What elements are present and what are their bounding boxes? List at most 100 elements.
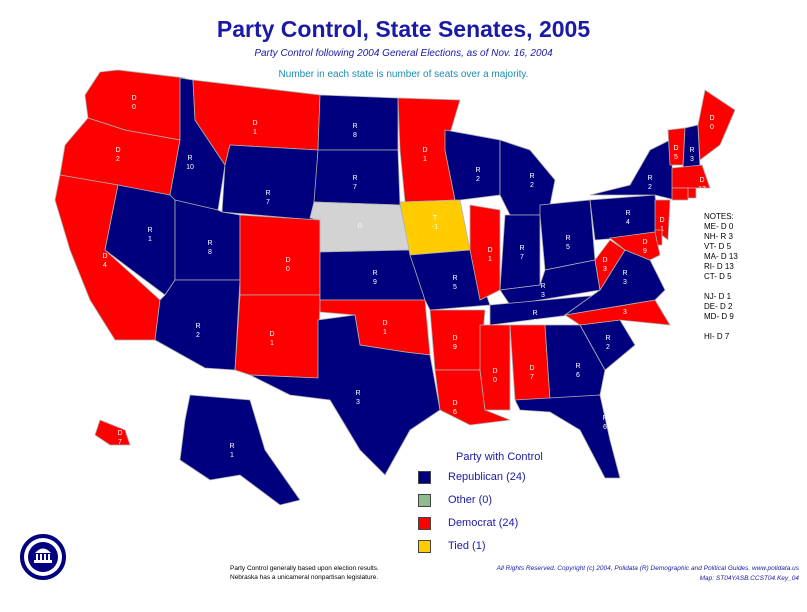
state-label-ga: 6	[576, 372, 580, 379]
state-label-ia: -1	[432, 224, 438, 231]
legend-swatch	[418, 471, 431, 484]
state-label-ks: R	[372, 270, 377, 277]
state-label-wy: 7	[266, 199, 270, 206]
state-nm	[234, 294, 321, 379]
state-label-va: R	[622, 270, 627, 277]
state-label-al: D	[529, 365, 534, 372]
state-label-wi: R	[475, 167, 480, 174]
state-label-or: 2	[116, 156, 120, 163]
legend-label: Republican (24)	[448, 471, 526, 483]
state-label-mo: R	[452, 275, 457, 282]
state-label-sd: R	[352, 175, 357, 182]
state-label-va: 3	[623, 279, 627, 286]
state-label-oh: R	[565, 235, 570, 242]
state-nd	[317, 94, 399, 151]
state-label-vt: 5	[674, 154, 678, 161]
state-label-ne: 0	[358, 223, 362, 230]
state-label-oh: 5	[566, 244, 570, 251]
footnote-line-1: Party Control generally based upon elect…	[230, 565, 379, 572]
state-label-me: 0	[710, 124, 714, 131]
state-label-md: 9	[643, 248, 647, 255]
state-label-id: R	[187, 155, 192, 162]
map-note: Number in each state is number of seats …	[278, 69, 529, 80]
state-label-az: R	[195, 323, 200, 330]
state-label-in: R	[519, 245, 524, 252]
state-label-ak: R	[229, 443, 234, 450]
state-label-ut: R	[207, 240, 212, 247]
state-label-la: 6	[453, 409, 457, 416]
state-label-ms: D	[492, 368, 497, 375]
state-label-md: D	[642, 239, 647, 246]
state-ny	[589, 139, 676, 201]
legend-label: Democrat (24)	[448, 517, 519, 529]
legend-swatch	[418, 494, 431, 507]
side-notes: NOTES: ME- D 0 NH- R 3 VT- D 5 MA- D 13 RI- …	[704, 212, 738, 342]
state-ct	[671, 187, 689, 201]
state-label-id: 10	[186, 164, 194, 171]
state-label-nm: 1	[270, 340, 274, 347]
state-label-mn: D	[422, 147, 427, 154]
state-label-pa: R	[625, 210, 630, 217]
state-label-fl: 6	[603, 424, 607, 431]
copyright: All Rights Reserved. Copyright (c) 2004,…	[497, 564, 799, 584]
legend-item: Tied (1)	[418, 540, 618, 554]
state-label-il: 1	[488, 256, 492, 263]
state-label-ca: 4	[103, 262, 107, 269]
legend-item: Republican (24)	[418, 471, 618, 485]
state-label-fl: R	[602, 415, 607, 422]
state-al	[509, 324, 551, 401]
state-me	[697, 89, 736, 161]
state-label-pa: 4	[626, 219, 630, 226]
state-label-ga: R	[575, 363, 580, 370]
footnote-line-2: Nebraska has a unicameral nonpartisan le…	[230, 574, 379, 581]
side-note-line: NH- R 3	[704, 232, 733, 241]
state-label-nm: D	[269, 331, 274, 338]
side-note-line: MA- D 13	[704, 252, 738, 261]
state-il	[469, 204, 501, 301]
state-label-ok: 1	[383, 329, 387, 336]
legend-label: Tied (1)	[448, 540, 486, 552]
state-ma	[671, 164, 711, 189]
state-label-mt: 1	[253, 129, 257, 136]
state-label-ut: 8	[208, 249, 212, 256]
state-label-ma: 13	[698, 186, 706, 193]
state-label-sc: 2	[606, 344, 610, 351]
state-ms	[479, 324, 511, 411]
state-label-wa: 0	[132, 104, 136, 111]
state-mo	[409, 249, 491, 311]
state-label-tx: R	[355, 390, 360, 397]
legend-label: Other (0)	[448, 494, 493, 506]
map-subtitle: Party Control following 2004 General Ele…	[254, 48, 553, 59]
state-label-or: D	[115, 147, 120, 154]
state-label-il: D	[487, 247, 492, 254]
state-ri	[687, 187, 697, 199]
state-label-hi: 7	[118, 439, 122, 446]
state-label-vt: D	[673, 145, 678, 152]
side-note-line: CT- D 5	[704, 272, 732, 281]
polidata-logo-icon	[20, 534, 66, 580]
side-notes-heading: NOTES:	[704, 212, 734, 221]
state-label-ny: 2	[648, 184, 652, 191]
legend-item: Democrat (24)	[418, 517, 618, 531]
side-note-line: MD- D 9	[704, 312, 734, 321]
state-label-wi: 2	[476, 176, 480, 183]
state-label-ky: 3	[541, 292, 545, 299]
state-label-nd: 8	[353, 132, 357, 139]
state-label-nd: R	[352, 123, 357, 130]
state-label-wy: R	[265, 190, 270, 197]
state-label-ia: T	[433, 215, 438, 222]
state-label-tn: R	[532, 310, 537, 317]
state-label-sd: 7	[353, 184, 357, 191]
state-label-wa: D	[131, 95, 136, 102]
copyright-line-2: Map: ST04YASB.CCST04.Key_04	[699, 575, 799, 582]
legend-item: Other (0)	[418, 494, 618, 508]
state-label-mt: D	[252, 120, 257, 127]
state-label-ar: D	[452, 335, 457, 342]
state-label-sc: R	[605, 335, 610, 342]
state-wy	[221, 144, 319, 221]
state-label-me: D	[709, 115, 714, 122]
state-label-ny: R	[647, 175, 652, 182]
state-label-al: 7	[530, 374, 534, 381]
state-label-tx: 3	[356, 399, 360, 406]
